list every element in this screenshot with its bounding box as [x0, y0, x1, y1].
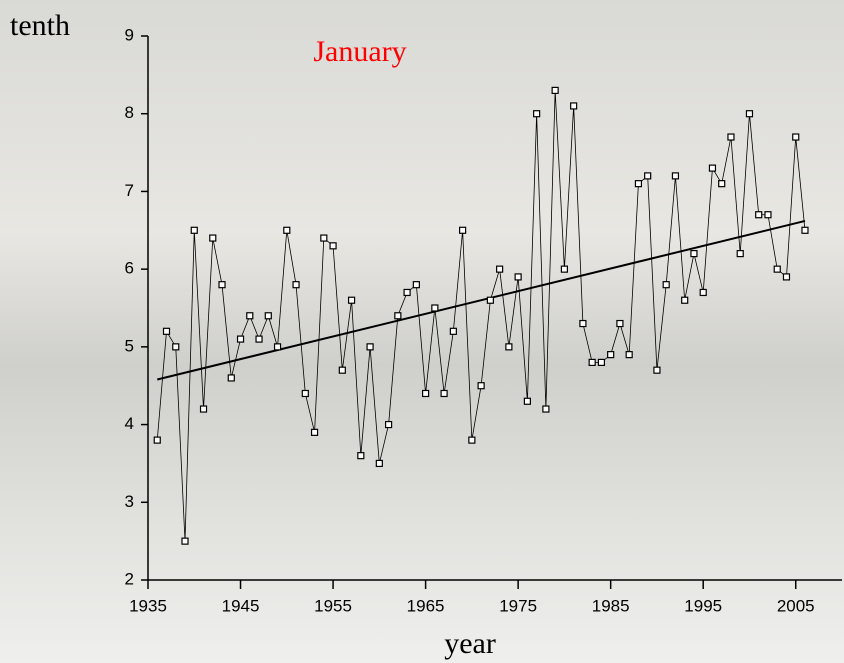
data-point — [264, 312, 272, 320]
data-point — [570, 102, 578, 110]
data-point — [209, 234, 217, 242]
data-point — [347, 296, 356, 304]
x-tick-label: 1935 — [129, 596, 167, 615]
data-point — [440, 389, 448, 398]
data-point — [801, 226, 809, 234]
data-point — [366, 343, 374, 351]
data-point — [514, 273, 522, 281]
data-point — [477, 382, 485, 390]
x-axis-label: year — [444, 627, 496, 660]
data-point — [551, 86, 559, 95]
data-point — [690, 250, 698, 258]
data-point — [736, 250, 744, 258]
data-point — [172, 343, 180, 351]
y-tick-label: 3 — [125, 492, 134, 511]
data-point — [320, 234, 328, 242]
data-point — [449, 327, 457, 335]
data-point — [190, 226, 198, 234]
data-point — [227, 374, 235, 382]
data-point — [255, 335, 263, 343]
data-point — [273, 343, 282, 351]
data-point — [486, 296, 494, 304]
data-point — [708, 164, 717, 172]
data-point — [283, 226, 291, 234]
data-point — [246, 312, 254, 320]
data-point — [199, 405, 208, 413]
data-point — [394, 312, 402, 320]
data-point — [560, 265, 569, 273]
data-point — [773, 265, 781, 273]
x-tick-label: 1945 — [222, 596, 260, 615]
data-point — [496, 265, 504, 273]
data-point — [718, 180, 726, 188]
data-point — [579, 319, 587, 328]
data-point — [616, 319, 624, 328]
data-point — [681, 296, 689, 304]
x-tick-label: 1985 — [592, 596, 630, 615]
data-point — [181, 537, 189, 545]
chart-title: January — [313, 35, 406, 68]
data-point — [162, 327, 171, 335]
data-point — [662, 281, 670, 289]
data-point — [375, 459, 383, 468]
data-point — [329, 242, 337, 250]
data-point — [357, 452, 365, 460]
data-point — [236, 335, 245, 343]
x-tick-label: 1995 — [684, 596, 722, 615]
data-point — [468, 436, 476, 444]
data-point — [153, 436, 161, 444]
data-point — [338, 366, 346, 374]
data-point — [625, 351, 633, 359]
data-point — [653, 366, 661, 374]
data-point — [384, 420, 393, 429]
data-point — [764, 211, 772, 219]
data-point — [301, 389, 309, 398]
x-tick-label: 1975 — [499, 596, 537, 615]
data-point — [671, 172, 680, 180]
data-point — [588, 358, 596, 366]
data-point — [403, 288, 411, 297]
y-tick-label: 5 — [125, 336, 134, 355]
x-tick-label: 1965 — [407, 596, 445, 615]
data-point — [431, 304, 439, 312]
data-point — [782, 273, 791, 281]
data-point — [634, 180, 643, 188]
data-point — [412, 281, 420, 289]
y-axis-label: tenth — [10, 9, 70, 42]
y-tick-label: 6 — [125, 259, 134, 278]
data-point — [459, 226, 467, 234]
data-point — [542, 405, 550, 413]
y-tick-label: 4 — [125, 414, 134, 433]
data-point — [745, 110, 754, 118]
data-point — [755, 211, 763, 219]
data-point — [699, 288, 707, 297]
data-point — [644, 172, 652, 180]
data-point — [422, 389, 430, 398]
y-tick-label: 2 — [125, 569, 134, 588]
data-point — [505, 343, 513, 351]
data-point — [310, 428, 319, 436]
trend-line — [157, 219, 806, 381]
y-tick-label: 8 — [125, 103, 134, 122]
data-point — [607, 351, 615, 359]
data-point — [597, 358, 606, 366]
data-point — [523, 397, 531, 405]
y-tick-label: 9 — [125, 25, 134, 44]
data-point — [727, 133, 735, 141]
y-tick-label: 7 — [125, 181, 134, 200]
x-tick-label: 2005 — [777, 596, 815, 615]
x-tick-label: 1955 — [314, 596, 352, 615]
data-point — [218, 281, 226, 289]
data-point — [792, 133, 800, 141]
data-point — [292, 281, 300, 289]
data-point — [533, 110, 541, 118]
